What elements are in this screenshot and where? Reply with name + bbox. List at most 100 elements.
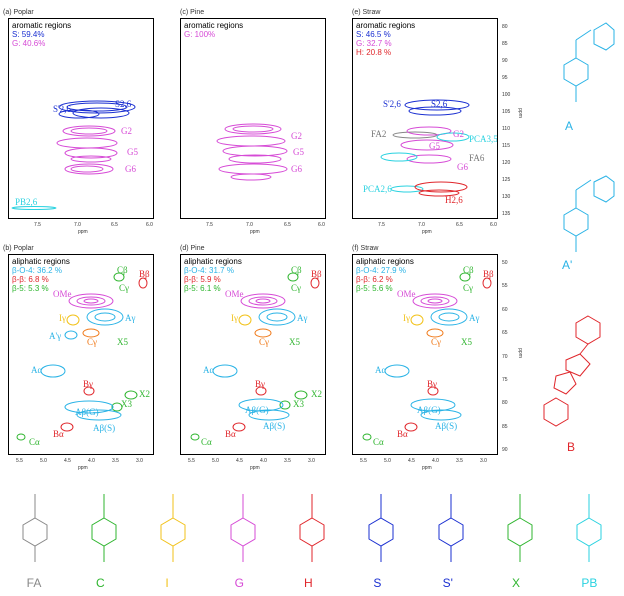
signal-a-gamma: Aγ — [297, 313, 308, 323]
panel-a-label: (a) Poplar — [3, 9, 34, 16]
aromatic-ring — [160, 517, 186, 547]
structure-s-prime-label: S' — [442, 576, 453, 590]
panel-f-x-ticks: 5.5 5.0 4.5 4.0 3.5 3.0 — [352, 458, 498, 466]
signal-c-alpha: Cα — [29, 437, 40, 447]
signal-g5: G5 — [293, 147, 304, 157]
signal-b-gamma: Bγ — [255, 379, 265, 389]
structure-i-drawing — [160, 494, 186, 562]
structure-x-drawing — [507, 494, 533, 562]
x-tick-label: 3.5 — [112, 458, 119, 464]
structure-s-drawing — [368, 494, 394, 562]
panel-c-label: (c) Pine — [180, 9, 205, 16]
panel-d-xlabel: ppm — [250, 465, 260, 471]
panel-f-xlabel: ppm — [422, 465, 432, 471]
x-tick-label: 5.5 — [188, 458, 195, 464]
panel-f-region: aliphatic regions — [356, 257, 414, 266]
signal-a-beta-s: Aβ(S) — [435, 421, 458, 431]
aromatic-ring — [368, 517, 394, 547]
signal-c-gamma-2: Cγ — [259, 337, 269, 347]
signal-a-beta-g: Aβ(G) — [417, 405, 441, 415]
panel-d-x-ticks: 5.5 5.0 4.5 4.0 3.5 3.0 — [180, 458, 326, 466]
signal-b-beta: Bβ — [311, 269, 322, 279]
y-tick-label: 85 — [502, 423, 508, 430]
signal-a-beta-s: Aβ(S) — [93, 423, 116, 433]
signal-a-beta-g: Aβ(G) — [245, 405, 269, 415]
panel-d-stat-bo4: β-O-4: 31.7 % — [184, 266, 234, 275]
signal-s-prime: S'2,6 — [53, 104, 71, 114]
signal-a-beta-s: Aβ(S) — [263, 421, 286, 431]
signal-b-beta: Bβ — [483, 269, 494, 279]
signal-i-gamma: Iγ — [403, 313, 410, 323]
panel-d-contours — [190, 272, 320, 441]
panel-e-stat-s: S: 46.5 % — [356, 30, 391, 39]
signal-g6: G6 — [457, 162, 468, 172]
panel-b-contours — [16, 272, 148, 441]
x-tick-label: 5.0 — [212, 458, 219, 464]
signal-b-beta: Bβ — [139, 269, 150, 279]
structure-b-label: B — [567, 440, 576, 454]
signal-c-gamma: Cγ — [119, 283, 129, 293]
x-tick-label: 5.0 — [40, 458, 47, 464]
signal-b-alpha: Bα — [225, 429, 236, 439]
panel-d-stat-b5: β-5: 6.1 % — [184, 284, 221, 293]
x-tick-label: 5.5 — [16, 458, 23, 464]
structure-b-drawing — [543, 315, 601, 427]
panel-b-frame: aliphatic regions β-O-4: 36.2 % β-β: 6.8… — [8, 254, 154, 455]
signal-g2: G2 — [453, 129, 464, 139]
panel-b-xlabel: ppm — [78, 465, 88, 471]
panel-f-frame: aliphatic regions β-O-4: 27.9 % β-β: 6.2… — [352, 254, 498, 455]
y-tick-label: 80 — [502, 400, 508, 407]
signal-h26: H2,6 — [445, 195, 463, 205]
signal-a-alpha: Aα — [203, 365, 215, 375]
aromatic-y-label: ppm — [516, 108, 523, 118]
signal-c-gamma-2: Cγ — [431, 337, 441, 347]
y-tick-label: 100 — [502, 92, 511, 98]
signal-c-alpha: Cα — [373, 437, 384, 447]
x-tick-label: 4.5 — [236, 458, 243, 464]
panel-f-stat-bo4: β-O-4: 27.9 % — [356, 266, 406, 275]
signal-x2: X2 — [311, 389, 322, 399]
signal-a-gamma: Aγ — [125, 313, 136, 323]
signal-g6: G6 — [125, 164, 136, 174]
signal-c-beta: Cβ — [117, 265, 128, 275]
y-tick-label: 125 — [502, 177, 511, 183]
y-tick-label: 95 — [502, 75, 508, 81]
panel-a-stat-s: S: 59.4% — [12, 30, 45, 39]
panel-a-frame: aromatic regions S: 59.4% G: 40.6% S'2,6… — [8, 18, 154, 219]
structure-g-label: G — [234, 576, 244, 590]
structure-a-label: A — [565, 119, 574, 133]
aromatic-ring — [230, 517, 256, 547]
panel-c-xtick: 6.5 — [284, 222, 291, 228]
y-tick-label: 85 — [502, 41, 508, 47]
x-tick-label: 5.0 — [384, 458, 391, 464]
signal-pb26: PB2,6 — [15, 197, 38, 207]
panel-e-xlabel: ppm — [422, 229, 432, 235]
x-tick-label: 5.5 — [360, 458, 367, 464]
x-tick-label: 3.0 — [308, 458, 315, 464]
panel-e-region: aromatic regions — [356, 21, 416, 30]
y-tick-label: 75 — [502, 376, 508, 383]
signal-c-alpha: Cα — [201, 437, 212, 447]
signal-a-gamma: Aγ — [469, 313, 480, 323]
panel-e-label: (e) Straw — [352, 9, 381, 16]
panel-c-stat-g: G: 100% — [184, 30, 216, 39]
signal-x5: X5 — [289, 337, 300, 347]
structure-s-label: S — [373, 576, 382, 590]
panel-c-region: aromatic regions — [184, 21, 244, 30]
x-tick-label: 4.0 — [432, 458, 439, 464]
signal-s26: S2,6 — [431, 99, 448, 109]
y-tick-label: 120 — [502, 160, 511, 166]
signal-g2: G2 — [121, 126, 132, 136]
structure-fa-drawing — [22, 494, 48, 562]
panel-e-stat-g: G: 32.7 % — [356, 39, 392, 48]
panel-e-xtick: 7.0 — [418, 222, 425, 228]
panel-a-xtick: 6.5 — [111, 222, 118, 228]
panel-b-label: (b) Poplar — [3, 245, 34, 252]
signal-x3: X3 — [121, 399, 132, 409]
x-tick-label: 4.0 — [260, 458, 267, 464]
x-tick-label: 3.5 — [456, 458, 463, 464]
panel-c-contours — [216, 123, 288, 181]
panel-f-stat-b5: β-5: 5.6 % — [356, 284, 393, 293]
signal-x3: X3 — [293, 399, 304, 409]
aromatic-y-ticks: 80 85 90 95 100 105 110 115 120 125 130 135 — [500, 18, 516, 219]
